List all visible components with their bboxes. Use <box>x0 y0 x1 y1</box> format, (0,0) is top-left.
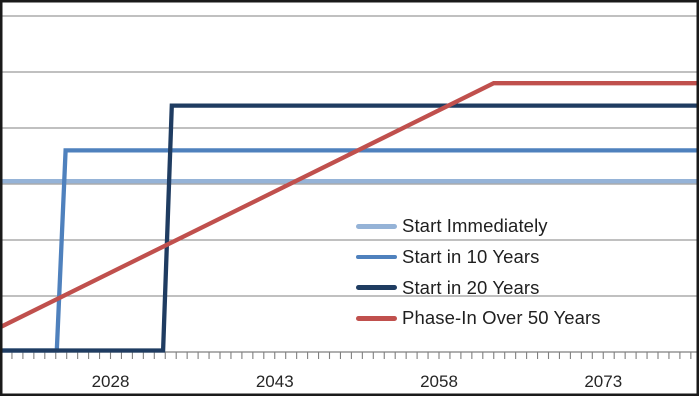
series-lines <box>2 81 698 353</box>
legend-label: Start in 10 Years <box>402 246 540 268</box>
legend-item-4: Phase-In Over 50 Years <box>356 303 601 334</box>
gridlines <box>2 15 698 297</box>
legend-label: Start in 20 Years <box>402 276 540 298</box>
series-line-4 <box>2 81 698 329</box>
x-tick-label: 2028 <box>92 372 130 391</box>
x-axis-labels: 2028 2043 2058 2073 <box>92 372 623 391</box>
legend-item-1: Start Immediately <box>356 211 601 242</box>
series-line-3 <box>2 103 698 353</box>
x-axis-ticks <box>0 352 692 359</box>
x-tick-label: 2043 <box>256 372 294 391</box>
legend-item-2: Start in 10 Years <box>356 242 601 273</box>
legend: Start Immediately Start in 10 Years Start … <box>356 211 601 334</box>
legend-item-3: Start in 20 Years <box>356 272 601 303</box>
legend-swatch-icon <box>356 316 397 321</box>
x-tick-label: 2058 <box>420 372 458 391</box>
legend-label: Phase-In Over 50 Years <box>402 307 601 329</box>
legend-swatch-icon <box>356 285 397 290</box>
x-tick-label: 2073 <box>584 372 622 391</box>
legend-swatch-icon <box>356 224 397 229</box>
legend-label: Start Immediately <box>402 215 548 237</box>
legend-swatch-icon <box>356 254 397 260</box>
